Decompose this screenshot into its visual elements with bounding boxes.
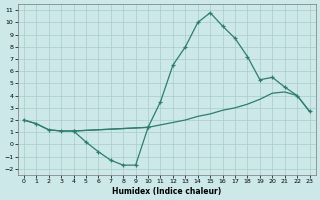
X-axis label: Humidex (Indice chaleur): Humidex (Indice chaleur) <box>112 187 221 196</box>
